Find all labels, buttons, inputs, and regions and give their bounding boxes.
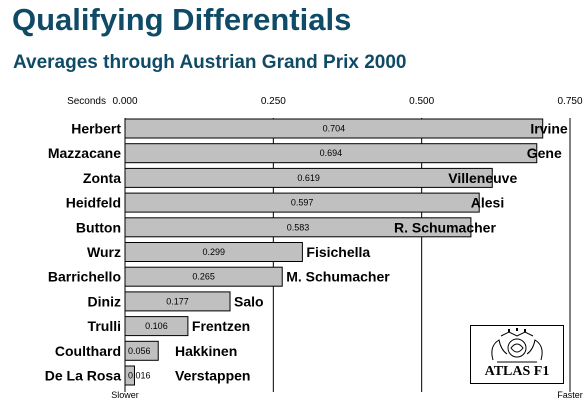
faster-label: Faster [557, 390, 583, 400]
bar [124, 365, 135, 386]
right-driver-label: Villeneuve [448, 170, 517, 186]
logo-text: ATLAS F1 [484, 364, 550, 379]
left-driver-label: Button [76, 219, 121, 235]
bar [124, 167, 493, 188]
right-driver-label: Fisichella [306, 244, 370, 260]
left-driver-label: De La Rosa [45, 368, 121, 384]
bar [124, 291, 231, 312]
left-driver-label: Heidfeld [66, 195, 121, 211]
data-label: 0.177 [166, 296, 189, 306]
bar [124, 340, 159, 361]
right-driver-label: M. Schumacher [286, 269, 390, 285]
bar [124, 242, 303, 262]
tick-label: 0.500 [409, 96, 434, 107]
right-driver-label: R. Schumacher [394, 219, 496, 235]
atlas-f1-logo: ATLAS F1 [470, 325, 564, 384]
tick-label: 0.750 [557, 96, 582, 107]
bar [124, 118, 544, 139]
left-driver-label: Coulthard [55, 343, 121, 359]
slower-label: Slower [111, 390, 139, 400]
bar [124, 217, 472, 238]
bar [124, 192, 480, 213]
data-label: 0.299 [202, 247, 225, 257]
right-driver-label: Gene [527, 145, 562, 161]
data-label: 0.016 [128, 371, 151, 381]
chart-subtitle: Averages through Austrian Grand Prix 200… [13, 52, 407, 73]
data-label: 0.619 [297, 173, 320, 183]
right-driver-label: Frentzen [192, 318, 250, 334]
bar [124, 316, 189, 337]
right-driver-label: Irvine [530, 121, 568, 137]
data-label: 0.704 [323, 124, 346, 134]
data-label: 0.106 [145, 321, 168, 331]
right-driver-label: Verstappen [175, 368, 250, 384]
right-driver-label: Alesi [471, 195, 504, 211]
left-driver-label: Mazzacane [48, 145, 121, 161]
left-driver-label: Diniz [88, 293, 121, 309]
axis-label: Seconds [67, 96, 106, 107]
crest-icon [491, 328, 543, 363]
bar [124, 143, 538, 164]
data-label: 0.694 [320, 148, 343, 158]
data-label: 0.597 [291, 198, 314, 208]
right-driver-label: Salo [234, 293, 264, 309]
left-driver-label: Barrichello [48, 269, 121, 285]
data-label: 0.056 [128, 346, 151, 356]
left-driver-label: Trulli [88, 318, 121, 334]
data-label: 0.265 [192, 272, 215, 282]
left-driver-label: Wurz [87, 244, 121, 260]
tick-label: 0.250 [261, 96, 286, 107]
chart-title: Qualifying Differentials [12, 2, 352, 37]
data-label: 0.583 [287, 222, 310, 232]
left-driver-label: Zonta [83, 170, 121, 186]
right-driver-label: Hakkinen [175, 343, 237, 359]
tick-label: 0.000 [112, 96, 137, 107]
bar [124, 266, 283, 287]
left-driver-label: Herbert [71, 121, 121, 137]
